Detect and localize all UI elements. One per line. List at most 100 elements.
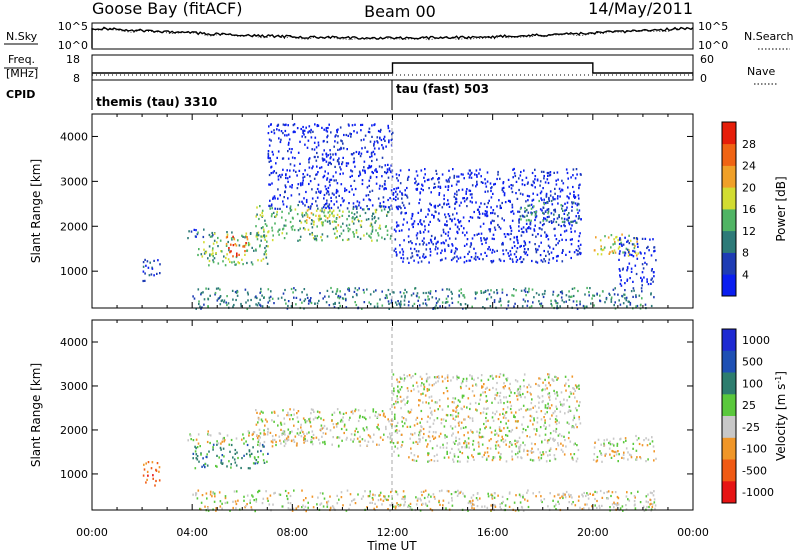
range-gate-cell (513, 172, 516, 175)
range-gate-cell (336, 190, 339, 193)
range-gate-cell (552, 378, 554, 382)
range-gate-cell (292, 124, 295, 127)
range-gate-cell (537, 248, 539, 251)
range-gate-cell (493, 300, 496, 304)
range-gate-cell (445, 446, 448, 449)
range-gate-cell (567, 196, 570, 199)
range-gate-cell (649, 503, 651, 506)
range-gate-cell (578, 215, 580, 218)
colorbar-tick-label: 8 (742, 247, 749, 260)
range-gate-cell (472, 499, 474, 502)
range-gate-cell (457, 448, 460, 451)
range-gate-cell (330, 178, 333, 181)
range-gate-cell (304, 435, 306, 438)
range-gate-cell (501, 201, 503, 205)
range-gate-cell (592, 294, 594, 297)
range-gate-cell (430, 395, 433, 398)
range-gate-cell (246, 236, 248, 239)
range-gate-cell (494, 398, 497, 401)
range-gate-cell (396, 177, 398, 180)
range-gate-cell (436, 459, 439, 462)
range-gate-cell (313, 410, 315, 413)
range-gate-cell (432, 431, 435, 434)
range-gate-cell (450, 379, 452, 382)
range-gate-cell (346, 436, 348, 439)
range-gate-cell (257, 231, 260, 234)
range-gate-cell (368, 235, 371, 238)
range-gate-cell (632, 295, 634, 298)
range-gate-cell (410, 432, 412, 436)
range-gate-cell (274, 215, 276, 218)
range-gate-cell (240, 305, 242, 308)
range-gate-cell (195, 494, 197, 497)
range-gate-cell (416, 295, 418, 298)
range-gate-cell (435, 172, 438, 175)
range-gate-cell (290, 414, 293, 417)
range-gate-cell (401, 399, 403, 402)
range-gate-cell (498, 225, 500, 229)
range-gate-cell (387, 211, 389, 214)
range-gate-cell (327, 190, 330, 193)
range-gate-cell (596, 491, 598, 494)
range-gate-cell (593, 453, 596, 456)
range-gate-cell (211, 249, 214, 252)
range-gate-cell (365, 418, 367, 421)
range-gate-cell (592, 493, 595, 496)
range-gate-cell (258, 435, 260, 438)
range-gate-cell (608, 447, 611, 450)
range-gate-cell (267, 132, 270, 135)
range-gate-cell (315, 239, 318, 242)
range-gate-cell (146, 478, 148, 481)
range-gate-cell (471, 430, 473, 434)
range-gate-cell (618, 299, 620, 302)
range-gate-cell (426, 376, 429, 379)
range-gate-cell (351, 500, 353, 503)
range-gate-cell (263, 433, 265, 436)
range-gate-cell (511, 294, 513, 297)
range-gate-cell (298, 193, 301, 196)
range-gate-cell (368, 184, 370, 187)
range-gate-cell (469, 200, 472, 203)
range-gate-cell (192, 295, 194, 298)
range-gate-cell (473, 448, 475, 451)
range-gate-cell (291, 228, 294, 231)
range-gate-cell (614, 502, 616, 506)
range-gate-cell (230, 243, 232, 246)
range-gate-cell (515, 445, 518, 448)
range-gate-cell (462, 307, 464, 310)
range-gate-cell (264, 238, 266, 241)
range-gate-cell (548, 406, 550, 409)
range-gate-cell (307, 506, 309, 509)
range-gate-cell (655, 457, 657, 460)
range-gate-cell (153, 274, 155, 277)
range-gate-cell (481, 455, 484, 459)
range-gate-cell (635, 305, 637, 308)
range-gate-cell (359, 173, 362, 176)
range-gate-cell (637, 437, 640, 440)
range-gate-cell (482, 411, 485, 414)
range-gate-cell (486, 298, 488, 301)
range-gate-cell (365, 426, 368, 429)
range-gate-cell (358, 440, 361, 443)
range-gate-cell (326, 289, 329, 292)
range-gate-cell (407, 235, 410, 238)
range-gate-cell (627, 251, 630, 254)
range-gate-cell (642, 505, 645, 508)
range-gate-cell (503, 233, 506, 236)
range-gate-cell (408, 202, 411, 205)
range-gate-cell (499, 373, 502, 376)
range-gate-cell (368, 208, 370, 211)
range-gate-cell (262, 497, 265, 500)
range-gate-cell (225, 242, 228, 246)
range-gate-cell (463, 227, 465, 230)
range-gate-cell (555, 220, 558, 224)
range-gate-cell (514, 453, 517, 456)
range-gate-cell (433, 186, 435, 189)
cpid-mode-1: themis (tau) 3310 (96, 95, 217, 109)
range-gate-cell (242, 245, 244, 248)
range-gate-cell (434, 236, 436, 239)
range-gate-cell (438, 501, 440, 504)
range-gate-cell (429, 220, 431, 223)
range-gate-cell (324, 202, 327, 206)
